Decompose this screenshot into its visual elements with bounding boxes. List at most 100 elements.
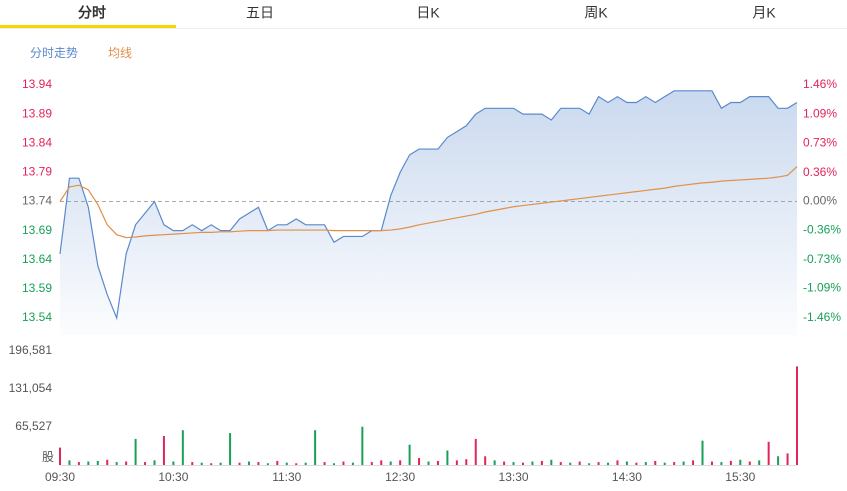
- volume-bar: [323, 462, 326, 465]
- volume-bar: [588, 463, 591, 465]
- y2-tick-label: 1.46%: [803, 77, 837, 91]
- volume-bar: [389, 461, 392, 465]
- x-tick-label: 15:30: [725, 470, 755, 484]
- volume-bar: [729, 460, 732, 465]
- volume-bar: [342, 461, 345, 465]
- volume-bar: [682, 461, 685, 465]
- volume-bar: [625, 461, 628, 465]
- volume-bar: [162, 436, 165, 465]
- volume-bar: [701, 440, 704, 465]
- volume-bar: [512, 462, 515, 465]
- volume-bar: [68, 460, 71, 465]
- y2-tick-label: 0.73%: [803, 135, 837, 149]
- volume-bar: [408, 444, 411, 465]
- y2-tick-label: -1.46%: [803, 310, 841, 324]
- volume-bar: [418, 458, 421, 465]
- volume-bar: [446, 450, 449, 465]
- volume-bar: [314, 430, 317, 465]
- volume-bar: [663, 462, 666, 465]
- volume-bar: [644, 462, 647, 465]
- x-tick-label: 09:30: [45, 470, 75, 484]
- volume-bar: [569, 462, 572, 465]
- volume-bar: [266, 463, 269, 465]
- volume-bar: [493, 460, 496, 465]
- volume-bar: [739, 459, 742, 465]
- x-tick-label: 11:30: [272, 470, 301, 484]
- volume-bar: [191, 462, 194, 465]
- y-tick-label: 13.59: [22, 281, 52, 295]
- volume-bar: [333, 463, 336, 465]
- volume-bar: [77, 462, 80, 465]
- volume-bar: [200, 462, 203, 465]
- volume-bar: [247, 461, 250, 465]
- volume-bar: [465, 459, 468, 465]
- volume-bar: [484, 456, 487, 465]
- volume-bar: [710, 461, 713, 465]
- y-tick-label: 13.89: [22, 106, 52, 120]
- y-tick-label: 13.64: [22, 252, 52, 266]
- volume-bar: [370, 462, 373, 465]
- y-tick-label: 13.79: [22, 165, 52, 179]
- volume-bar: [380, 460, 383, 465]
- volume-bar: [115, 462, 118, 465]
- volume-bar: [427, 461, 430, 465]
- volume-unit: 股: [42, 450, 54, 464]
- y2-tick-label: -1.09%: [803, 281, 841, 295]
- volume-bar: [748, 461, 751, 465]
- volume-bar: [635, 462, 638, 465]
- tab[interactable]: 日K: [416, 5, 440, 21]
- volume-bar: [87, 461, 90, 465]
- volume-bar: [540, 460, 543, 465]
- legend-price: 分时走势: [30, 46, 78, 60]
- volume-bar: [96, 460, 99, 465]
- volume-bar: [597, 462, 600, 465]
- price-area: [60, 90, 797, 335]
- tab[interactable]: 月K: [752, 5, 776, 21]
- volume-bar: [758, 460, 761, 465]
- volume-bar: [503, 461, 506, 465]
- volume-bar: [607, 462, 610, 465]
- volume-bar: [578, 461, 581, 465]
- average-line: [59, 166, 798, 239]
- volume-bar: [219, 462, 222, 465]
- volume-bar: [720, 462, 723, 465]
- volume-tick-label: 65,527: [15, 419, 52, 433]
- volume-bar: [399, 460, 402, 465]
- volume-bar: [550, 459, 553, 465]
- volume-bar: [531, 461, 534, 465]
- volume-bar: [106, 459, 109, 465]
- volume-bar: [125, 461, 128, 465]
- y2-tick-label: 0.36%: [803, 165, 837, 179]
- tab[interactable]: 周K: [584, 5, 608, 21]
- volume-bar: [436, 460, 439, 465]
- volume-bar: [229, 433, 232, 465]
- volume-tick-label: 131,054: [9, 381, 53, 395]
- volume-bar: [238, 462, 241, 465]
- tab[interactable]: 五日: [246, 5, 274, 21]
- tab-indicator: [0, 25, 176, 28]
- volume-bar: [59, 447, 61, 465]
- volume-bar: [654, 460, 657, 465]
- price-line: [59, 90, 798, 321]
- volume-bar: [172, 461, 175, 465]
- y-tick-label: 13.84: [22, 135, 52, 149]
- volume-bar: [777, 456, 780, 465]
- x-tick-label: 14:30: [612, 470, 642, 484]
- volume-bar: [786, 453, 789, 465]
- y2-tick-label: -0.36%: [803, 222, 841, 236]
- volume-bar: [351, 462, 354, 465]
- volume-bar: [257, 462, 260, 465]
- y-tick-label: 13.54: [22, 310, 52, 324]
- x-tick-label: 10:30: [158, 470, 188, 484]
- y-tick-label: 13.94: [22, 77, 52, 91]
- y-tick-label: 13.69: [22, 223, 52, 237]
- volume-bar: [767, 441, 770, 465]
- legend-average: 均线: [108, 46, 132, 60]
- y2-tick-label: -0.73%: [803, 252, 841, 266]
- volume-bar: [455, 460, 458, 465]
- volume-bar: [521, 462, 524, 465]
- tab[interactable]: 分时: [78, 5, 106, 21]
- volume-tick-label: 196,581: [9, 343, 53, 357]
- volume-bar: [210, 463, 213, 465]
